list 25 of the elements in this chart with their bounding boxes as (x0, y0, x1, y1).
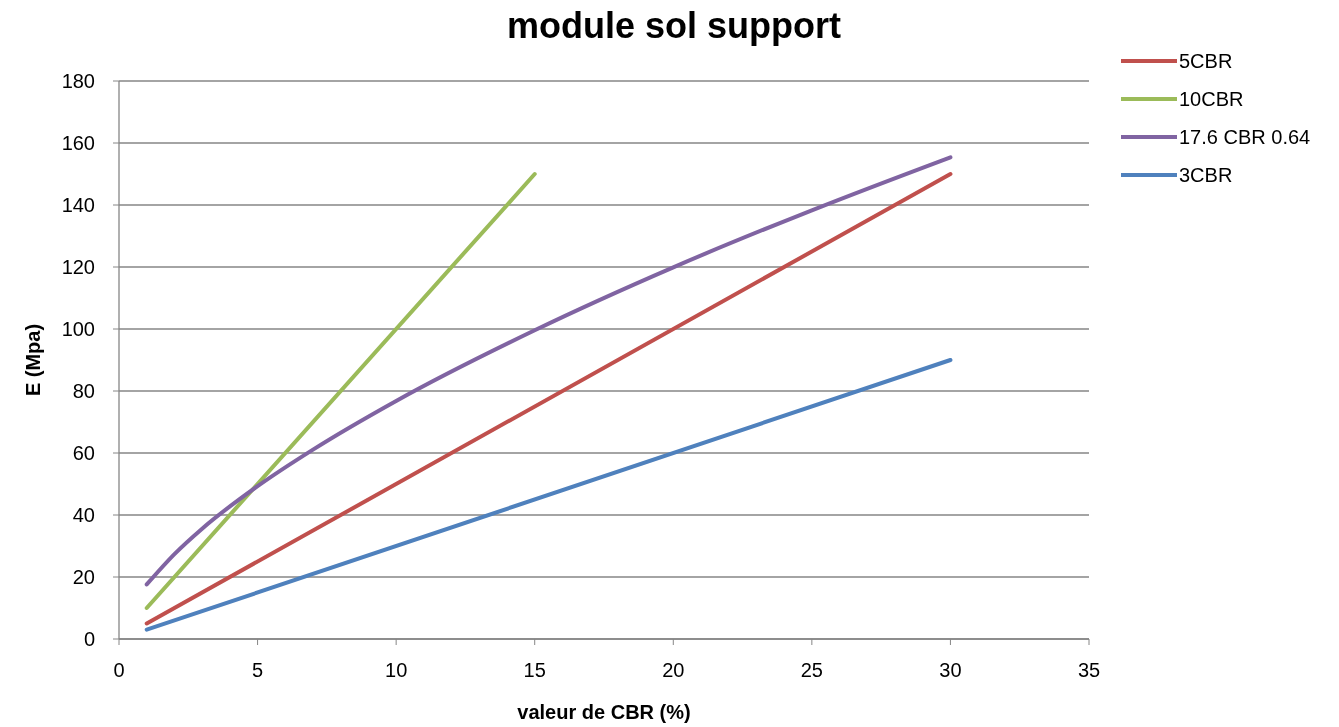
chart-title: module sol support (506, 5, 842, 46)
y-tick-label: 20 (72, 566, 95, 588)
x-tick-label: 35 (1077, 659, 1101, 681)
y-tick-label: 60 (72, 442, 95, 464)
x-tick-label: 30 (939, 659, 962, 681)
y-tick-label: 180 (61, 70, 95, 92)
x-tick-label: 15 (523, 659, 546, 681)
x-tick-label: 25 (800, 659, 823, 681)
y-tick-label: 140 (61, 194, 95, 216)
y-tick-label: 0 (83, 628, 95, 650)
x-tick-label: 20 (662, 659, 685, 681)
legend-label: 3CBR (1179, 164, 1233, 186)
x-tick-label: 10 (385, 659, 408, 681)
legend-label: 17.6 CBR 0.64 (1179, 126, 1311, 148)
y-tick-label: 100 (61, 318, 95, 340)
y-axis-title: E (Mpa) (22, 323, 44, 397)
y-tick-label: 120 (61, 256, 95, 278)
x-tick-label: 5 (252, 659, 264, 681)
legend-label: 5CBR (1179, 50, 1233, 72)
legend-label: 10CBR (1179, 88, 1244, 110)
x-axis-title: valeur de CBR (%) (517, 701, 691, 723)
x-tick-label: 0 (113, 659, 125, 681)
y-tick-label: 80 (72, 380, 95, 402)
y-tick-label: 160 (61, 132, 95, 154)
y-tick-label: 40 (72, 504, 95, 526)
